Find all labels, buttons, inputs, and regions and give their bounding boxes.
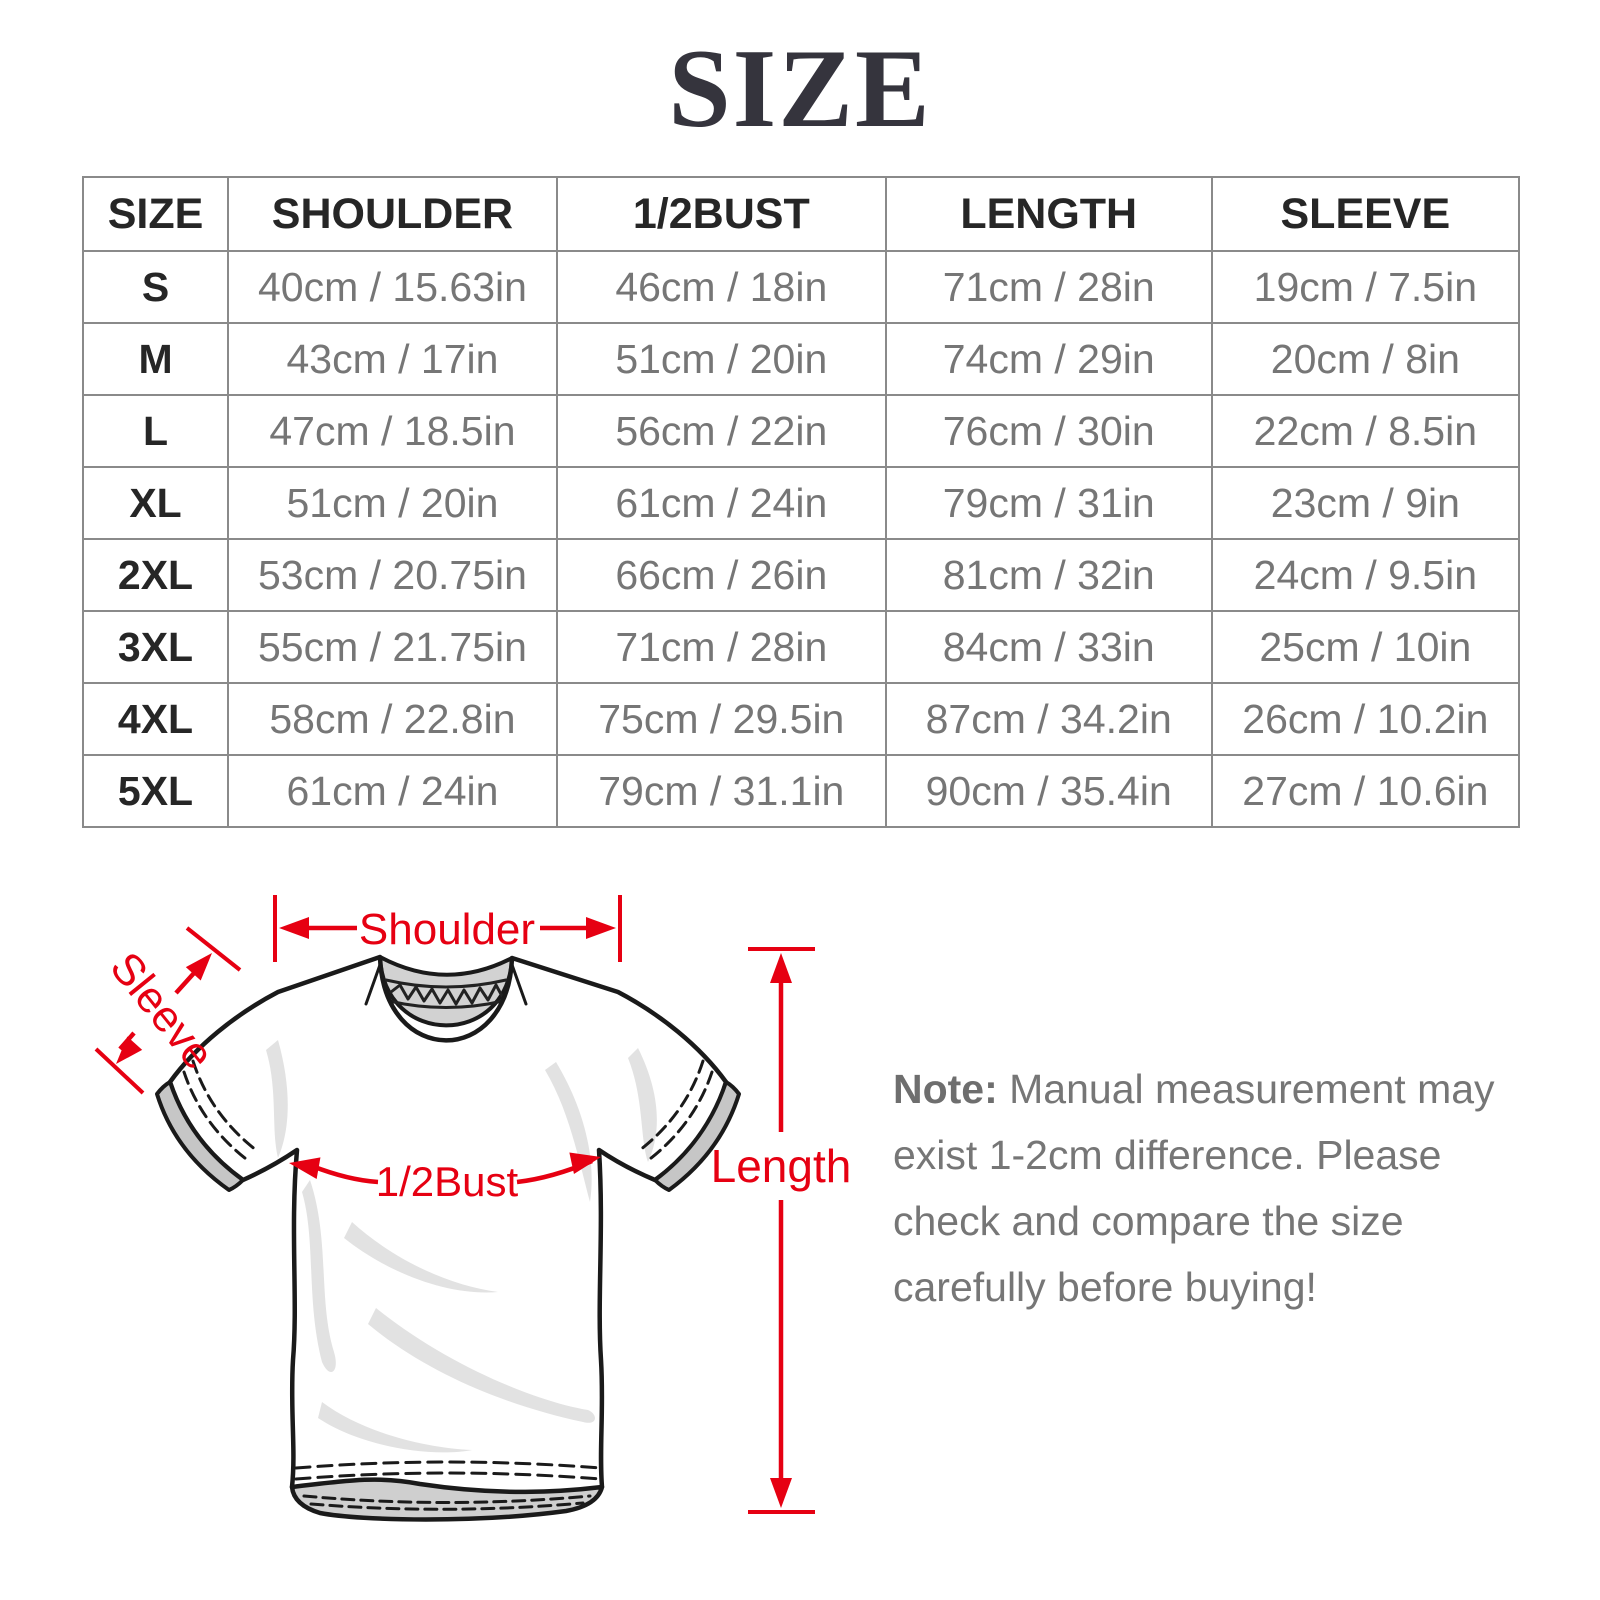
col-header-shoulder: SHOULDER	[227, 176, 558, 252]
shoulder-cell: 43cm / 17in	[227, 322, 558, 396]
note: Note: Manual measurement may exist 1-2cm…	[893, 1056, 1523, 1320]
half-bust-cell: 56cm / 22in	[555, 394, 887, 468]
sleeve-cell: 19cm / 7.5in	[1210, 250, 1521, 324]
length-measure: Length	[711, 947, 852, 1514]
half-bust-cell: 46cm / 18in	[555, 250, 887, 324]
shoulder-cell: 55cm / 21.75in	[227, 610, 558, 684]
left-shoulder-seam	[364, 960, 383, 1006]
length-cell: 76cm / 30in	[884, 394, 1213, 468]
measure-annotations: Shoulder Sleeve 1/2Bust L	[94, 895, 852, 1514]
table-row: L 47cm / 18.5in 56cm / 22in 76cm / 30in …	[81, 394, 1521, 468]
table-row: 4XL 58cm / 22.8in 75cm / 29.5in 87cm / 3…	[81, 682, 1521, 756]
length-cell: 87cm / 34.2in	[884, 682, 1213, 756]
note-body: Manual measurement may exist 1-2cm diffe…	[893, 1066, 1495, 1310]
length-cell: 71cm / 28in	[884, 250, 1213, 324]
size-cell: L	[81, 394, 230, 468]
sleeve-cell: 27cm / 10.6in	[1210, 754, 1521, 828]
note-prefix: Note:	[893, 1066, 998, 1112]
cuff-stitches	[182, 1059, 714, 1164]
sleeve-tick-bottom	[94, 1047, 145, 1095]
shoulder-measure-label: Shoulder	[359, 905, 535, 954]
length-cell: 74cm / 29in	[884, 322, 1213, 396]
table-row: S 40cm / 15.63in 46cm / 18in 71cm / 28in…	[81, 250, 1521, 324]
sleeve-cell: 20cm / 8in	[1210, 322, 1521, 396]
half-bust-measure-label: 1/2Bust	[376, 1158, 519, 1205]
length-cell: 90cm / 35.4in	[884, 754, 1213, 828]
half-bust-measure: 1/2Bust	[289, 1152, 601, 1205]
shoulder-cell: 61cm / 24in	[227, 754, 558, 828]
size-cell: 4XL	[81, 682, 230, 756]
size-cell: M	[81, 322, 230, 396]
col-header-half-bust: 1/2BUST	[555, 176, 887, 252]
length-cell: 84cm / 33in	[884, 610, 1213, 684]
length-measure-label: Length	[711, 1140, 852, 1192]
shoulder-cell: 51cm / 20in	[227, 466, 558, 540]
table-row: M 43cm / 17in 51cm / 20in 74cm / 29in 20…	[81, 322, 1521, 396]
sleeve-tick-top	[185, 926, 242, 972]
half-bust-cell: 79cm / 31.1in	[555, 754, 887, 828]
col-header-size: SIZE	[81, 176, 230, 252]
collar-rib-top-line	[384, 978, 508, 989]
col-header-length: LENGTH	[884, 176, 1213, 252]
half-bust-cell: 75cm / 29.5in	[555, 682, 887, 756]
length-cell: 81cm / 32in	[884, 538, 1213, 612]
hem-stitches-top	[294, 1460, 602, 1481]
shoulder-cell: 40cm / 15.63in	[227, 250, 558, 324]
size-cell: 2XL	[81, 538, 230, 612]
sleeve-cell: 26cm / 10.2in	[1210, 682, 1521, 756]
table-header-row: SIZE SHOULDER 1/2BUST LENGTH SLEEVE	[81, 176, 1521, 252]
table-row: 3XL 55cm / 21.75in 71cm / 28in 84cm / 33…	[81, 610, 1521, 684]
col-header-sleeve: SLEEVE	[1210, 176, 1521, 252]
right-cuff-interior	[653, 1080, 741, 1192]
table-row: 5XL 61cm / 24in 79cm / 31.1in 90cm / 35.…	[81, 754, 1521, 828]
hem-band	[289, 1477, 605, 1522]
left-cuff-interior	[155, 1080, 245, 1192]
page-title: SIZE	[668, 27, 932, 151]
tshirt-drawing	[155, 954, 741, 1522]
size-cell: XL	[81, 466, 230, 540]
size-chart-table: SIZE SHOULDER 1/2BUST LENGTH SLEEVE S 40…	[81, 176, 1521, 828]
collar-rib-zigzag	[389, 983, 504, 1006]
size-cell: 3XL	[81, 610, 230, 684]
shoulder-cell: 53cm / 20.75in	[227, 538, 558, 612]
size-cell: 5XL	[81, 754, 230, 828]
shoulder-cell: 58cm / 22.8in	[227, 682, 558, 756]
right-shoulder-seam	[509, 960, 528, 1006]
shoulder-measure: Shoulder	[273, 895, 622, 962]
fabric-shading	[266, 1040, 657, 1453]
sleeve-cell: 25cm / 10in	[1210, 610, 1521, 684]
shirt-outline	[167, 954, 729, 1510]
half-bust-cell: 71cm / 28in	[555, 610, 887, 684]
sleeve-cell: 23cm / 9in	[1210, 466, 1521, 540]
hem-stitches-band	[302, 1494, 592, 1511]
sleeve-cell: 22cm / 8.5in	[1210, 394, 1521, 468]
table-row: XL 51cm / 20in 61cm / 24in 79cm / 31in 2…	[81, 466, 1521, 540]
length-cell: 79cm / 31in	[884, 466, 1213, 540]
half-bust-cell: 61cm / 24in	[555, 466, 887, 540]
table-row: 2XL 53cm / 20.75in 66cm / 26in 81cm / 32…	[81, 538, 1521, 612]
size-cell: S	[81, 250, 230, 324]
half-bust-cell: 66cm / 26in	[555, 538, 887, 612]
shoulder-cell: 47cm / 18.5in	[227, 394, 558, 468]
half-bust-cell: 51cm / 20in	[555, 322, 887, 396]
collar-rib-bottom-line	[387, 999, 505, 1009]
sleeve-cell: 24cm / 9.5in	[1210, 538, 1521, 612]
